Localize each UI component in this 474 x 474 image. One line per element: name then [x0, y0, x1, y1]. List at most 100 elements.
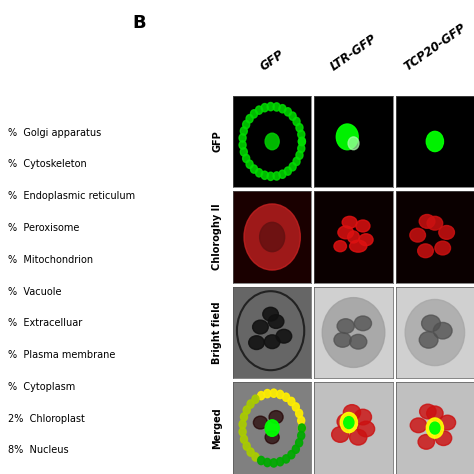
Circle shape	[267, 102, 274, 111]
Circle shape	[255, 106, 263, 114]
Circle shape	[273, 103, 280, 111]
Ellipse shape	[269, 410, 283, 423]
Text: %  Peroxisome: % Peroxisome	[8, 223, 79, 233]
Circle shape	[252, 453, 259, 461]
Ellipse shape	[264, 335, 280, 348]
Ellipse shape	[435, 431, 452, 446]
Circle shape	[250, 165, 257, 173]
Circle shape	[298, 137, 305, 146]
Circle shape	[298, 137, 305, 146]
Circle shape	[255, 169, 263, 177]
Circle shape	[292, 403, 300, 411]
Circle shape	[279, 170, 286, 178]
Circle shape	[240, 127, 247, 135]
Ellipse shape	[410, 228, 426, 242]
Circle shape	[243, 406, 250, 414]
Text: 2%  Chloroplast: 2% Chloroplast	[8, 413, 84, 424]
Ellipse shape	[332, 427, 349, 442]
Text: Chloroghy II: Chloroghy II	[212, 204, 222, 270]
Circle shape	[247, 448, 254, 456]
Text: %  Golgi apparatus: % Golgi apparatus	[8, 128, 101, 138]
Circle shape	[250, 109, 257, 118]
Circle shape	[293, 118, 300, 126]
Circle shape	[270, 459, 277, 467]
Ellipse shape	[350, 429, 367, 445]
Circle shape	[264, 458, 271, 466]
Ellipse shape	[421, 315, 440, 332]
Circle shape	[277, 390, 283, 399]
Circle shape	[265, 133, 279, 150]
Circle shape	[258, 456, 264, 465]
Ellipse shape	[268, 315, 284, 328]
Circle shape	[296, 438, 303, 447]
Ellipse shape	[427, 216, 443, 230]
Circle shape	[337, 124, 358, 150]
Text: %  Cytoskeleton: % Cytoskeleton	[8, 159, 86, 170]
Text: B: B	[133, 14, 146, 32]
Circle shape	[283, 393, 290, 401]
Circle shape	[298, 431, 305, 440]
Circle shape	[261, 171, 268, 179]
Circle shape	[239, 134, 246, 142]
Ellipse shape	[439, 226, 455, 239]
Text: %  Mitochondrion: % Mitochondrion	[8, 255, 93, 265]
Circle shape	[270, 389, 277, 397]
Ellipse shape	[334, 241, 346, 252]
Ellipse shape	[337, 414, 354, 429]
Ellipse shape	[276, 329, 292, 343]
Ellipse shape	[350, 240, 367, 252]
Circle shape	[243, 120, 250, 128]
Circle shape	[239, 428, 246, 436]
Ellipse shape	[439, 415, 456, 430]
Circle shape	[288, 397, 295, 406]
Ellipse shape	[350, 334, 367, 349]
Circle shape	[426, 418, 444, 438]
Circle shape	[277, 457, 283, 466]
Circle shape	[296, 409, 303, 418]
Circle shape	[243, 154, 250, 163]
Circle shape	[344, 417, 354, 428]
Ellipse shape	[354, 409, 372, 425]
Ellipse shape	[254, 416, 267, 429]
Circle shape	[284, 108, 292, 116]
Ellipse shape	[433, 322, 452, 339]
Circle shape	[430, 422, 440, 434]
Ellipse shape	[419, 332, 438, 348]
Circle shape	[240, 435, 247, 443]
Circle shape	[426, 131, 444, 152]
Circle shape	[240, 148, 247, 156]
Text: %  Endoplasmic reticulum: % Endoplasmic reticulum	[8, 191, 135, 201]
Circle shape	[261, 103, 268, 112]
Circle shape	[298, 417, 305, 425]
Circle shape	[298, 130, 305, 138]
Circle shape	[252, 395, 259, 403]
Circle shape	[293, 157, 300, 165]
Ellipse shape	[357, 421, 374, 437]
Circle shape	[288, 451, 295, 459]
Circle shape	[289, 163, 296, 171]
Circle shape	[298, 145, 305, 153]
Ellipse shape	[253, 320, 268, 334]
Ellipse shape	[260, 222, 285, 252]
Ellipse shape	[419, 404, 436, 419]
Circle shape	[296, 151, 303, 159]
Circle shape	[264, 390, 271, 398]
Circle shape	[289, 112, 296, 120]
Ellipse shape	[359, 234, 373, 246]
Ellipse shape	[347, 231, 359, 243]
Ellipse shape	[244, 204, 301, 270]
Ellipse shape	[343, 405, 361, 420]
Circle shape	[296, 124, 303, 132]
Ellipse shape	[334, 333, 351, 347]
Circle shape	[348, 137, 359, 150]
Ellipse shape	[354, 316, 372, 331]
Text: 8%  Nucleus: 8% Nucleus	[8, 445, 68, 456]
Text: TCP20-GFP: TCP20-GFP	[401, 21, 468, 73]
Ellipse shape	[419, 215, 435, 228]
Ellipse shape	[342, 216, 357, 228]
Ellipse shape	[338, 226, 354, 239]
Ellipse shape	[356, 220, 370, 232]
Circle shape	[273, 172, 280, 180]
Ellipse shape	[263, 307, 278, 321]
Text: GFP: GFP	[212, 131, 222, 152]
